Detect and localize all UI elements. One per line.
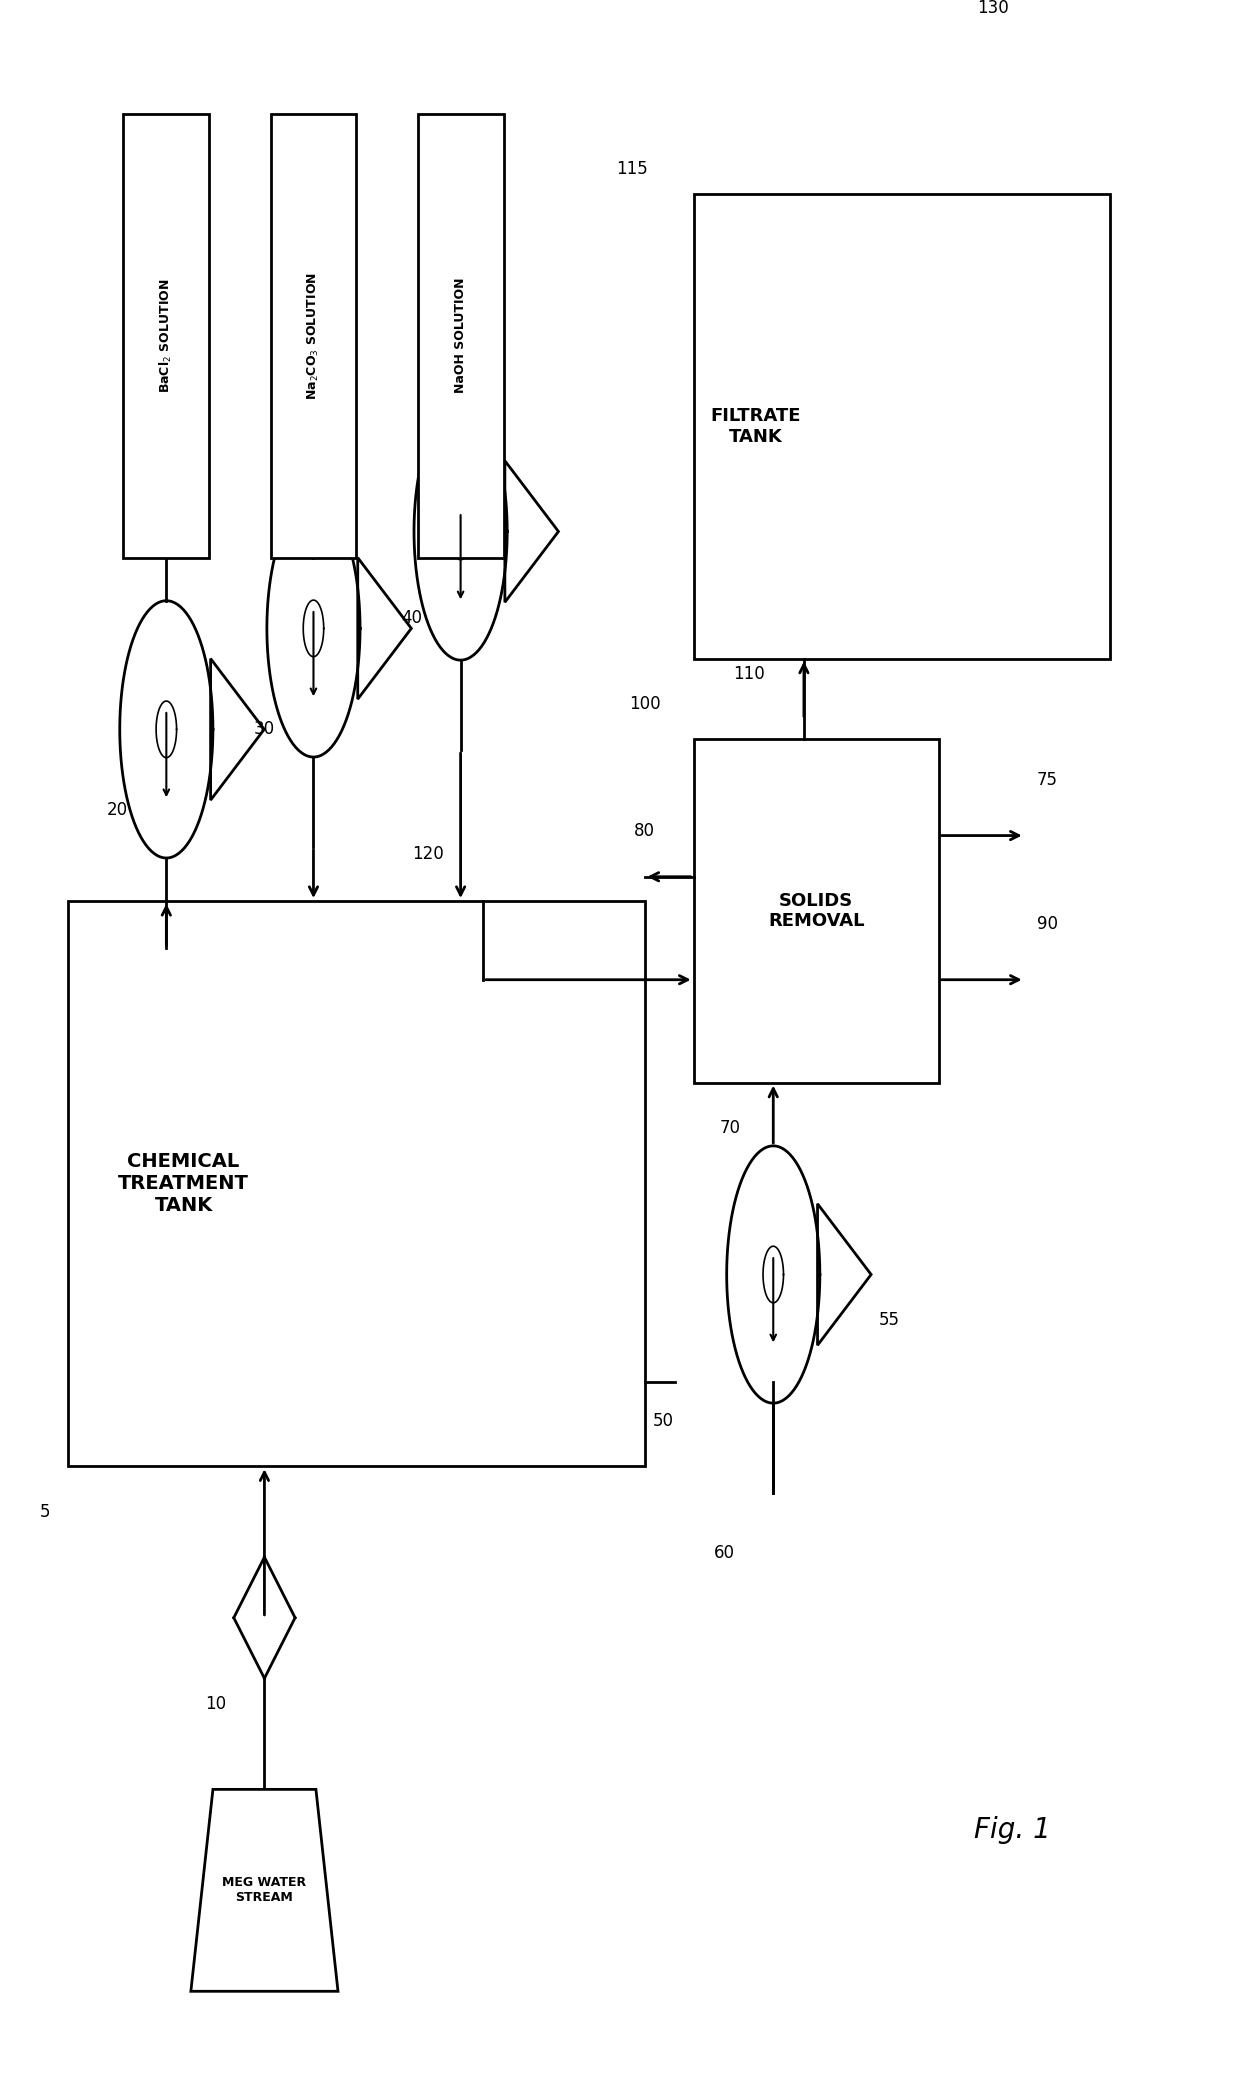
Text: 115: 115 xyxy=(616,160,649,179)
Text: MEG WATER
STREAM: MEG WATER STREAM xyxy=(222,1877,306,1904)
Text: 120: 120 xyxy=(412,844,444,863)
Polygon shape xyxy=(156,701,176,757)
Text: 20: 20 xyxy=(107,800,128,819)
Text: 130: 130 xyxy=(977,0,1008,17)
Text: 5: 5 xyxy=(40,1503,50,1520)
Text: 100: 100 xyxy=(629,694,661,713)
Text: 110: 110 xyxy=(733,665,765,682)
Text: 60: 60 xyxy=(714,1543,735,1561)
Bar xyxy=(418,114,503,557)
Bar xyxy=(68,900,645,1466)
Bar xyxy=(124,114,210,557)
Text: Na$_2$CO$_3$ SOLUTION: Na$_2$CO$_3$ SOLUTION xyxy=(306,272,321,399)
Text: 10: 10 xyxy=(205,1694,226,1713)
Text: CHEMICAL
TREATMENT
TANK: CHEMICAL TREATMENT TANK xyxy=(118,1152,249,1214)
Polygon shape xyxy=(191,1790,339,1992)
Text: 30: 30 xyxy=(254,719,275,738)
Text: NaOH SOLUTION: NaOH SOLUTION xyxy=(454,279,467,393)
Text: FILTRATE
TANK: FILTRATE TANK xyxy=(711,407,801,445)
Text: 80: 80 xyxy=(634,823,655,840)
Text: 70: 70 xyxy=(720,1119,740,1137)
Text: 40: 40 xyxy=(401,609,422,628)
Text: BaCl$_2$ SOLUTION: BaCl$_2$ SOLUTION xyxy=(159,279,175,393)
Polygon shape xyxy=(304,601,324,657)
Text: 75: 75 xyxy=(1037,771,1058,790)
Bar xyxy=(270,114,356,557)
Text: 90: 90 xyxy=(1037,915,1058,933)
Polygon shape xyxy=(450,503,471,559)
Bar xyxy=(693,193,1111,659)
Text: 50: 50 xyxy=(652,1412,673,1430)
Text: 55: 55 xyxy=(879,1312,900,1328)
Text: Fig. 1: Fig. 1 xyxy=(973,1815,1050,1844)
Bar xyxy=(693,740,939,1083)
Polygon shape xyxy=(763,1245,784,1304)
Text: SOLIDS
REMOVAL: SOLIDS REMOVAL xyxy=(768,892,864,931)
